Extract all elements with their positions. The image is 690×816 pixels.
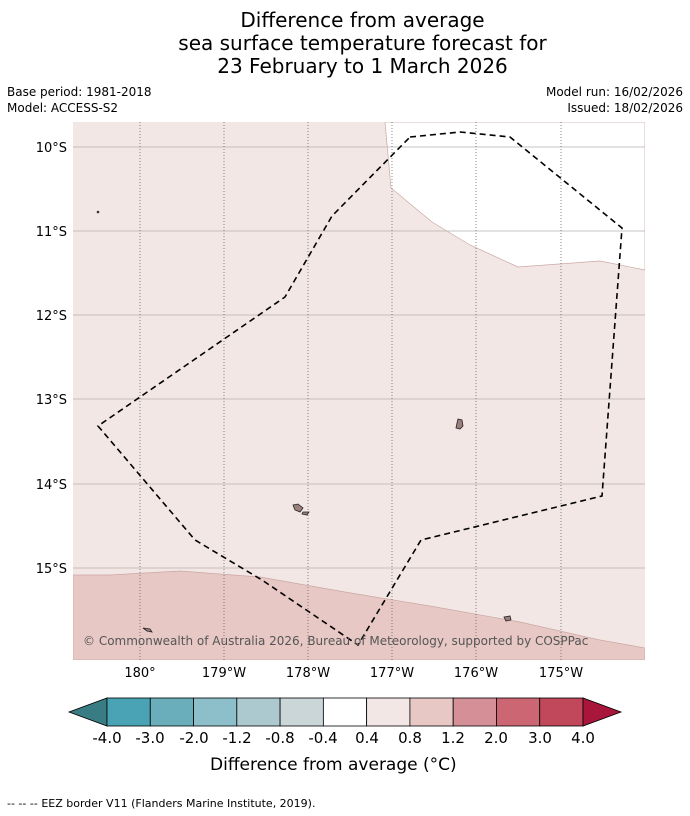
latitude-gridlines xyxy=(73,146,645,569)
colorbar xyxy=(67,697,623,727)
colorbar-tick-label: 2.0 xyxy=(484,729,508,747)
colorbar-tick-label: 1.2 xyxy=(441,729,465,747)
colorbar-segment xyxy=(279,697,324,727)
colorbar-extend-max xyxy=(582,697,623,727)
lat-label: 11°S xyxy=(36,225,67,240)
colorbar-segment xyxy=(366,697,411,727)
lon-label: 179°W xyxy=(202,666,246,681)
lon-label: 176°W xyxy=(454,666,498,681)
colorbar-labels: -4.0 -3.0 -2.0 -1.2 -0.8 -0.4 0.4 0.8 1.… xyxy=(92,729,595,747)
lon-label: 177°W xyxy=(370,666,414,681)
anomaly-region-0-8-1-2 xyxy=(73,570,645,660)
colorbar-tick-label: -3.0 xyxy=(135,729,164,747)
island-northwest xyxy=(96,210,100,214)
title-line-3: 23 February to 1 March 2026 xyxy=(217,54,508,78)
latitude-labels: 10°S 11°S 12°S 13°S 14°S 15°S xyxy=(36,141,67,577)
colorbar-segment xyxy=(409,697,454,727)
lat-label: 10°S xyxy=(36,141,67,156)
colorbar-segment xyxy=(106,697,151,727)
copyright-notice: © Commonwealth of Australia 2026, Bureau… xyxy=(83,634,588,648)
lat-label: 12°S xyxy=(36,309,67,324)
model-run: Model run: 16/02/2026 xyxy=(545,85,683,99)
island-east xyxy=(455,418,464,430)
meta-left: Base period: 1981-2018 Model: ACCESS-S2 xyxy=(7,84,152,116)
island-southeast xyxy=(503,615,512,622)
colorbar-segment xyxy=(539,697,584,727)
lon-label: 178°W xyxy=(286,666,330,681)
colorbar-segment xyxy=(496,697,541,727)
model-name: Model: ACCESS-S2 xyxy=(7,101,119,115)
colorbar-tick-label: 0.8 xyxy=(398,729,422,747)
colorbar-tick-label: 0.4 xyxy=(355,729,379,747)
lat-label: 14°S xyxy=(36,478,67,493)
lat-label: 15°S xyxy=(36,562,67,577)
lat-label: 13°S xyxy=(36,393,67,408)
title-line-1: Difference from average xyxy=(240,8,485,32)
longitude-labels: 180° 179°W 178°W 177°W 176°W 175°W xyxy=(124,666,583,681)
colorbar-tick-label: 4.0 xyxy=(571,729,595,747)
eez-legend-symbol: -- -- -- xyxy=(7,797,38,810)
title-line-2: sea surface temperature forecast for xyxy=(178,31,547,55)
lon-label: 175°W xyxy=(539,666,583,681)
colorbar-segment xyxy=(149,697,194,727)
colorbar-tick-label: -0.8 xyxy=(265,729,294,747)
lon-label: 180° xyxy=(124,666,155,681)
island-central xyxy=(292,503,304,513)
colorbar-segment xyxy=(452,697,497,727)
colorbar-title: Difference from average (°C) xyxy=(210,755,457,775)
colorbar-tick-label: -2.0 xyxy=(179,729,208,747)
map-area: © Commonwealth of Australia 2026, Bureau… xyxy=(73,122,645,660)
island-central-small xyxy=(301,511,310,516)
eez-legend: -- -- -- EEZ border V11 (Flanders Marine… xyxy=(7,797,315,810)
colorbar-tick-label: 3.0 xyxy=(528,729,552,747)
colorbar-segment xyxy=(322,697,368,727)
meta-right: Model run: 16/02/2026 Issued: 18/02/2026 xyxy=(546,84,683,116)
eez-legend-text: EEZ border V11 (Flanders Marine Institut… xyxy=(41,797,316,810)
base-period: Base period: 1981-2018 xyxy=(7,85,152,99)
island-southwest xyxy=(142,627,153,633)
colorbar-tick-label: -0.4 xyxy=(308,729,337,747)
eez-border xyxy=(96,131,623,647)
map-title: Difference from average sea surface temp… xyxy=(0,9,690,78)
colorbar-segment xyxy=(236,697,281,727)
colorbar-tick-label: -4.0 xyxy=(92,729,121,747)
colorbar-extend-min xyxy=(67,697,108,727)
islands xyxy=(96,210,512,633)
anomaly-region-neutral xyxy=(384,122,645,271)
issued-date: Issued: 18/02/2026 xyxy=(567,101,683,115)
colorbar-segment xyxy=(193,697,238,727)
colorbar-tick-label: -1.2 xyxy=(222,729,251,747)
